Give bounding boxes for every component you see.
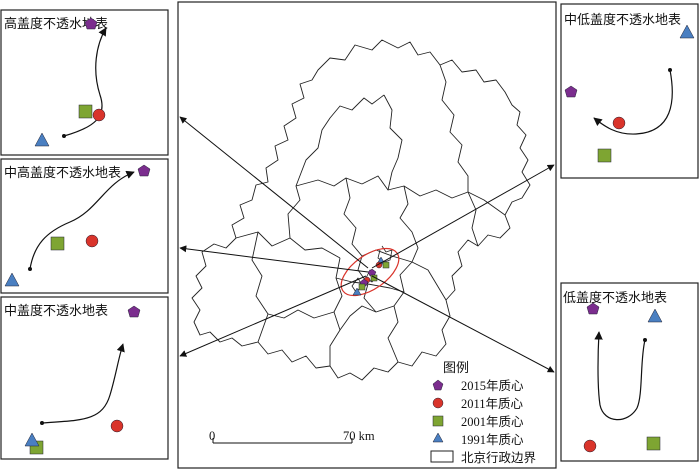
arrow-to-high [179, 116, 369, 269]
legend-2011-icon [432, 397, 444, 409]
panel-mid-low-title: 中低盖度不透水地表 [564, 12, 681, 28]
panel-mid: 中盖度不透水地表 [0, 296, 169, 460]
cluster-1991-b-marker [352, 287, 362, 296]
panel-high-2011-marker [92, 108, 106, 122]
panel-high-trajectory [63, 27, 107, 137]
legend-2015-icon [432, 379, 444, 391]
legend-2001-label: 2001年质心 [461, 415, 524, 429]
legend: 图例 2015年质心 2011年质心 2001年质心 1991年质心 北京行政边… [430, 361, 537, 465]
legend-1991-icon [432, 432, 444, 443]
panel-mid-high-title: 中高盖度不透水地表 [4, 165, 121, 181]
panel-mid-1991-marker [24, 432, 40, 447]
legend-boundary-icon [430, 450, 454, 463]
panel-mid-2015-marker [127, 305, 141, 318]
arrow-to-mid-low [371, 164, 555, 269]
panel-high-2001-marker [78, 104, 93, 119]
panel-high-1991-marker [34, 132, 50, 147]
panel-high: 高盖度不透水地表 [0, 9, 169, 156]
beijing-boundary [191, 39, 531, 381]
panel-mid-high-2011-marker [85, 234, 99, 248]
scale-bar: 0 70 km [209, 429, 375, 444]
panel-mid-2011-marker [110, 419, 124, 433]
panel-low-2015-marker [586, 302, 600, 315]
legend-1991-label: 1991年质心 [461, 433, 524, 447]
pointer-arrows [179, 116, 555, 373]
arrow-to-mid-high [179, 245, 369, 273]
cluster-2001-c-marker [358, 283, 366, 291]
legend-2015-label: 2015年质心 [461, 379, 524, 393]
panel-low-1991-marker [647, 308, 663, 323]
legend-2001-icon [432, 415, 444, 427]
panel-high-title: 高盖度不透水地表 [4, 16, 108, 32]
cluster-2001-a-marker [382, 261, 390, 269]
panel-mid-high-2001-marker [50, 236, 65, 251]
arrow-to-mid [179, 275, 367, 357]
panel-mid-high-trajectory [29, 170, 135, 270]
panel-mid-low-2015-marker [564, 85, 578, 98]
centroid-focus-ellipse [340, 247, 400, 297]
panel-low-2011-marker [583, 439, 597, 453]
panel-mid-high-1991-marker [4, 272, 20, 287]
panel-mid-high-2015-marker [137, 164, 151, 177]
panel-low: 低盖度不透水地表 [560, 282, 699, 462]
panel-mid-low-2001-marker [597, 148, 612, 163]
arrow-to-low [371, 275, 555, 373]
legend-boundary-label: 北京行政边界 [461, 451, 537, 465]
panel-mid-title: 中盖度不透水地表 [4, 303, 108, 319]
panel-low-2001-marker [646, 436, 661, 451]
scale-start-label: 0 [209, 429, 215, 443]
panel-mid-trajectory [41, 343, 125, 424]
panel-mid-high: 中高盖度不透水地表 [0, 158, 169, 294]
panel-low-trajectory [594, 331, 646, 421]
panel-mid-low-1991-marker [679, 24, 695, 39]
cluster-2001-b-marker [370, 274, 378, 282]
panel-high-2015-marker [84, 17, 98, 30]
legend-2011-label: 2011年质心 [461, 397, 524, 411]
scale-end-label: 70 km [343, 429, 375, 443]
legend-title: 图例 [443, 361, 469, 376]
panel-mid-low-2011-marker [612, 116, 626, 130]
panel-low-title: 低盖度不透水地表 [563, 290, 667, 306]
panel-mid-low: 中低盖度不透水地表 [560, 3, 699, 179]
panel-mid-low-trajectory [593, 69, 673, 135]
